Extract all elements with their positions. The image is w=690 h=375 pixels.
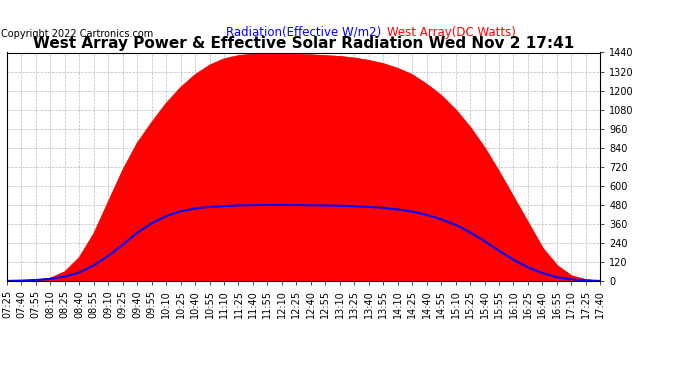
Text: West Array(DC Watts): West Array(DC Watts) [386,26,515,39]
Title: West Array Power & Effective Solar Radiation Wed Nov 2 17:41: West Array Power & Effective Solar Radia… [33,36,574,51]
Text: Radiation(Effective W/m2): Radiation(Effective W/m2) [226,26,382,39]
Text: Copyright 2022 Cartronics.com: Copyright 2022 Cartronics.com [1,29,153,39]
